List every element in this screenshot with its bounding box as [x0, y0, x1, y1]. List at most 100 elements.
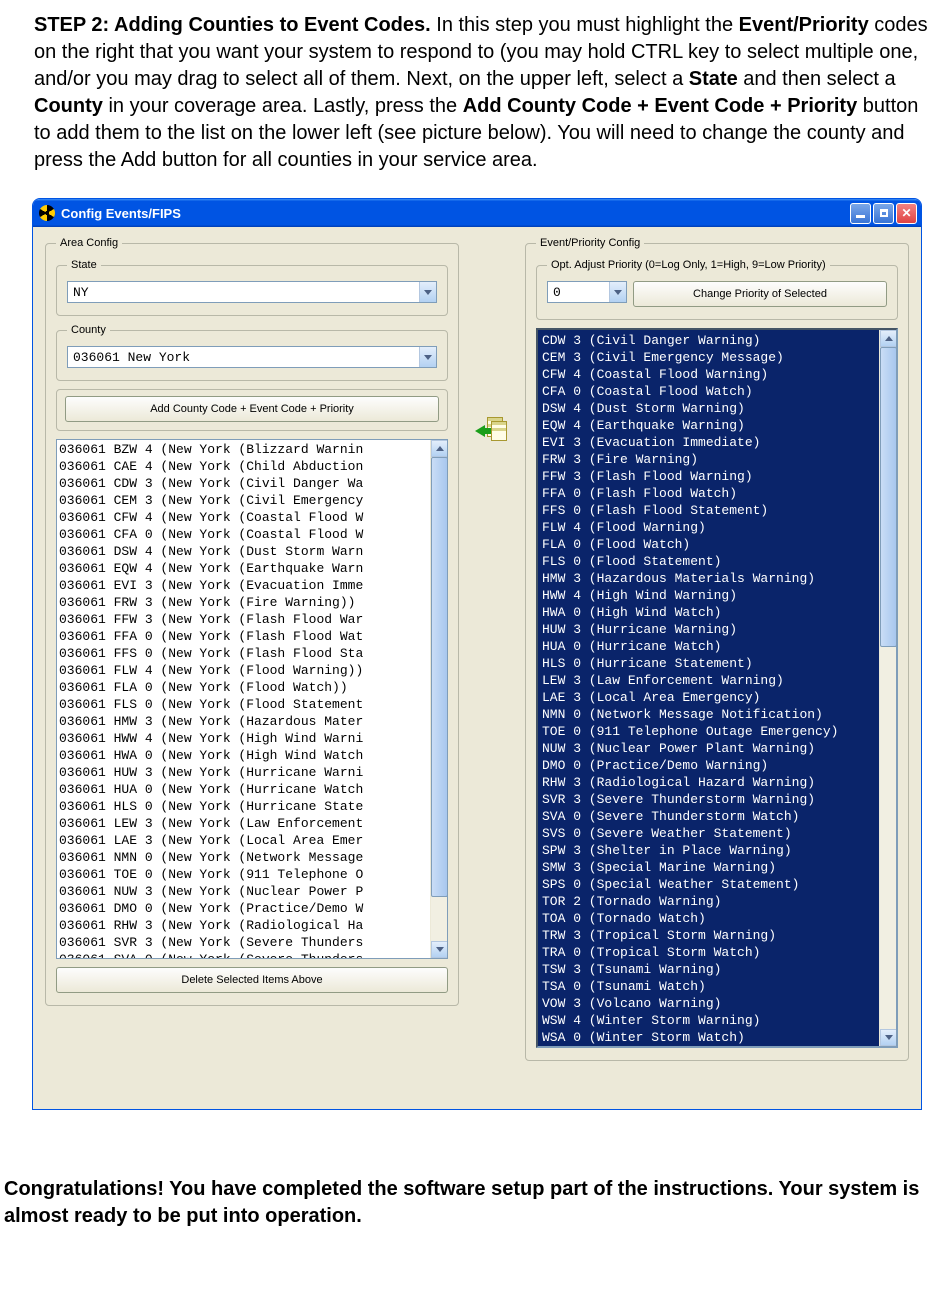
list-item[interactable]: 036061 SVA 0 (New York (Severe Thunders — [59, 951, 447, 959]
titlebar[interactable]: Config Events/FIPS — [33, 199, 921, 227]
list-item[interactable]: 036061 FLW 4 (New York (Flood Warning)) — [59, 662, 447, 679]
scroll-up-icon[interactable] — [431, 440, 448, 457]
add-county-event-button[interactable]: Add County Code + Event Code + Priority — [65, 396, 439, 422]
list-item[interactable]: HUW 3 (Hurricane Warning) — [542, 621, 896, 638]
county-select[interactable]: 036061 New York — [67, 346, 437, 368]
list-item[interactable]: 036061 FLA 0 (New York (Flood Watch)) — [59, 679, 447, 696]
list-item[interactable]: 036061 HUA 0 (New York (Hurricane Watch — [59, 781, 447, 798]
list-item[interactable]: CDW 3 (Civil Danger Warning) — [542, 332, 896, 349]
scroll-down-icon[interactable] — [431, 941, 448, 958]
list-item[interactable]: 036061 HUW 3 (New York (Hurricane Warni — [59, 764, 447, 781]
list-item[interactable]: 036061 DSW 4 (New York (Dust Storm Warn — [59, 543, 447, 560]
list-item[interactable]: VOW 3 (Volcano Warning) — [542, 995, 896, 1012]
list-item[interactable]: FLS 0 (Flood Statement) — [542, 553, 896, 570]
list-item[interactable]: 036061 CDW 3 (New York (Civil Danger Wa — [59, 475, 447, 492]
list-item[interactable]: 036061 CFA 0 (New York (Coastal Flood W — [59, 526, 447, 543]
list-item[interactable]: 036061 LAE 3 (New York (Local Area Emer — [59, 832, 447, 849]
list-item[interactable]: LEW 3 (Law Enforcement Warning) — [542, 672, 896, 689]
list-item[interactable]: 036061 EQW 4 (New York (Earthquake Warn — [59, 560, 447, 577]
list-item[interactable]: DSW 4 (Dust Storm Warning) — [542, 400, 896, 417]
list-item[interactable]: 036061 SVR 3 (New York (Severe Thunders — [59, 934, 447, 951]
list-item[interactable]: 036061 DMO 0 (New York (Practice/Demo W — [59, 900, 447, 917]
list-item[interactable]: DMO 0 (Practice/Demo Warning) — [542, 757, 896, 774]
list-item[interactable]: TSW 3 (Tsunami Warning) — [542, 961, 896, 978]
list-item[interactable]: CFW 4 (Coastal Flood Warning) — [542, 366, 896, 383]
list-item[interactable]: 036061 FFS 0 (New York (Flash Flood Sta — [59, 645, 447, 662]
scrollbar[interactable] — [879, 330, 896, 1046]
state-group: State NY — [56, 259, 448, 316]
list-item[interactable]: 036061 EVI 3 (New York (Evacuation Imme — [59, 577, 447, 594]
maximize-button[interactable] — [873, 203, 894, 224]
list-item[interactable]: CFA 0 (Coastal Flood Watch) — [542, 383, 896, 400]
list-item[interactable]: WSA 0 (Winter Storm Watch) — [542, 1029, 896, 1046]
list-item[interactable]: TOA 0 (Tornado Watch) — [542, 910, 896, 927]
scroll-down-icon[interactable] — [880, 1029, 897, 1046]
chevron-down-icon[interactable] — [419, 282, 436, 302]
list-item[interactable]: HUA 0 (Hurricane Watch) — [542, 638, 896, 655]
assigned-listbox[interactable]: 036061 BZW 4 (New York (Blizzard Warnin0… — [56, 439, 448, 959]
list-item[interactable]: HWW 4 (High Wind Warning) — [542, 587, 896, 604]
list-item[interactable]: FLW 4 (Flood Warning) — [542, 519, 896, 536]
list-item[interactable]: RHW 3 (Radiological Hazard Warning) — [542, 774, 896, 791]
list-item[interactable]: LAE 3 (Local Area Emergency) — [542, 689, 896, 706]
list-item[interactable]: WSW 4 (Winter Storm Warning) — [542, 1012, 896, 1029]
state-select[interactable]: NY — [67, 281, 437, 303]
priority-select[interactable]: 0 — [547, 281, 627, 303]
list-item[interactable]: CEM 3 (Civil Emergency Message) — [542, 349, 896, 366]
list-item[interactable]: TSA 0 (Tsunami Watch) — [542, 978, 896, 995]
list-item[interactable]: SVR 3 (Severe Thunderstorm Warning) — [542, 791, 896, 808]
list-item[interactable]: TOR 2 (Tornado Warning) — [542, 893, 896, 910]
delete-selected-button[interactable]: Delete Selected Items Above — [56, 967, 448, 993]
priority-adjust-group: Opt. Adjust Priority (0=Log Only, 1=High… — [536, 259, 898, 320]
list-item[interactable]: 036061 FFW 3 (New York (Flash Flood War — [59, 611, 447, 628]
event-priority-group: Event/Priority Config Opt. Adjust Priori… — [525, 237, 909, 1061]
list-item[interactable]: 036061 FLS 0 (New York (Flood Statement — [59, 696, 447, 713]
list-item[interactable]: 036061 HLS 0 (New York (Hurricane State — [59, 798, 447, 815]
chevron-down-icon[interactable] — [419, 347, 436, 367]
chevron-down-icon[interactable] — [609, 282, 626, 302]
list-item[interactable]: FLA 0 (Flood Watch) — [542, 536, 896, 553]
list-item[interactable]: SVS 0 (Severe Weather Statement) — [542, 825, 896, 842]
list-item[interactable]: FFA 0 (Flash Flood Watch) — [542, 485, 896, 502]
list-item[interactable]: TOE 0 (911 Telephone Outage Emergency) — [542, 723, 896, 740]
list-item[interactable]: TRW 3 (Tropical Storm Warning) — [542, 927, 896, 944]
list-item[interactable]: 036061 NMN 0 (New York (Network Message — [59, 849, 447, 866]
list-item[interactable]: 036061 CEM 3 (New York (Civil Emergency — [59, 492, 447, 509]
scroll-thumb[interactable] — [431, 457, 448, 897]
list-item[interactable]: SVA 0 (Severe Thunderstorm Watch) — [542, 808, 896, 825]
list-item[interactable]: EVI 3 (Evacuation Immediate) — [542, 434, 896, 451]
list-item[interactable]: 036061 FRW 3 (New York (Fire Warning)) — [59, 594, 447, 611]
list-item[interactable]: 036061 CFW 4 (New York (Coastal Flood W — [59, 509, 447, 526]
scrollbar[interactable] — [430, 440, 447, 958]
list-item[interactable]: 036061 HWA 0 (New York (High Wind Watch — [59, 747, 447, 764]
list-item[interactable]: 036061 HMW 3 (New York (Hazardous Mater — [59, 713, 447, 730]
list-item[interactable]: 036061 NUW 3 (New York (Nuclear Power P — [59, 883, 447, 900]
list-item[interactable]: 036061 CAE 4 (New York (Child Abduction — [59, 458, 447, 475]
list-item[interactable]: FFS 0 (Flash Flood Statement) — [542, 502, 896, 519]
list-item[interactable]: NMN 0 (Network Message Notification) — [542, 706, 896, 723]
list-item[interactable]: 036061 LEW 3 (New York (Law Enforcement — [59, 815, 447, 832]
list-item[interactable]: 036061 BZW 4 (New York (Blizzard Warnin — [59, 441, 447, 458]
list-item[interactable]: NUW 3 (Nuclear Power Plant Warning) — [542, 740, 896, 757]
change-priority-button[interactable]: Change Priority of Selected — [633, 281, 887, 307]
minimize-button[interactable] — [850, 203, 871, 224]
list-item[interactable]: HLS 0 (Hurricane Statement) — [542, 655, 896, 672]
scroll-thumb[interactable] — [880, 347, 897, 647]
close-button[interactable] — [896, 203, 917, 224]
list-item[interactable]: SMW 3 (Special Marine Warning) — [542, 859, 896, 876]
event-listbox[interactable]: CDW 3 (Civil Danger Warning)CEM 3 (Civil… — [536, 328, 898, 1048]
list-item[interactable]: SPS 0 (Special Weather Statement) — [542, 876, 896, 893]
step-title: STEP 2: Adding Counties to Event Codes. — [34, 14, 431, 36]
scroll-up-icon[interactable] — [880, 330, 897, 347]
list-item[interactable]: 036061 HWW 4 (New York (High Wind Warni — [59, 730, 447, 747]
list-item[interactable]: 036061 TOE 0 (New York (911 Telephone O — [59, 866, 447, 883]
list-item[interactable]: FRW 3 (Fire Warning) — [542, 451, 896, 468]
list-item[interactable]: HMW 3 (Hazardous Materials Warning) — [542, 570, 896, 587]
list-item[interactable]: EQW 4 (Earthquake Warning) — [542, 417, 896, 434]
list-item[interactable]: 036061 FFA 0 (New York (Flash Flood Wat — [59, 628, 447, 645]
list-item[interactable]: TRA 0 (Tropical Storm Watch) — [542, 944, 896, 961]
list-item[interactable]: SPW 3 (Shelter in Place Warning) — [542, 842, 896, 859]
list-item[interactable]: 036061 RHW 3 (New York (Radiological Ha — [59, 917, 447, 934]
list-item[interactable]: FFW 3 (Flash Flood Warning) — [542, 468, 896, 485]
list-item[interactable]: HWA 0 (High Wind Watch) — [542, 604, 896, 621]
